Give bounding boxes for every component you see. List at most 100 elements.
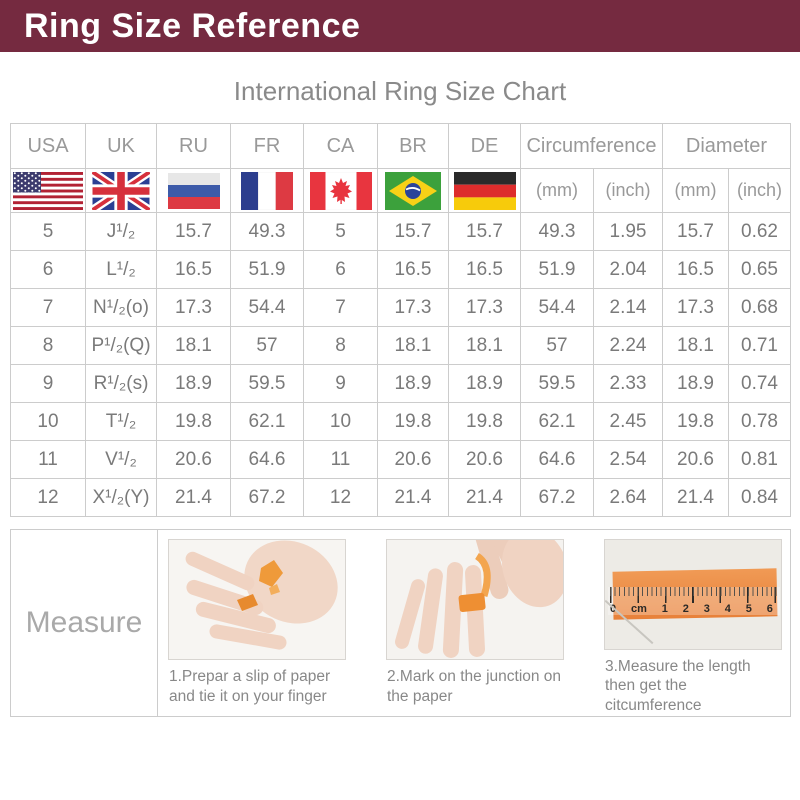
step3-caption: 3.Measure the length then get the citcum… [605, 657, 751, 715]
table-cell: 64.6 [231, 441, 304, 479]
measure-step-2: 2.Mark on the junction on the paper [386, 539, 564, 716]
table-cell: 19.8 [378, 403, 449, 441]
table-cell: 0.68 [729, 289, 791, 327]
measure-label: Measure [25, 606, 143, 639]
table-cell: 57 [231, 327, 304, 365]
table-cell: 51.9 [521, 251, 594, 289]
ruler-number: 6 [766, 603, 773, 615]
col-header-circumference: Circumference [521, 124, 663, 169]
measure-steps: 1.Prepar a slip of paper and tie it on y… [158, 530, 790, 716]
table-cell: 17.3 [663, 289, 729, 327]
usa-flag-icon [11, 169, 86, 213]
table-cell: 62.1 [521, 403, 594, 441]
step1-caption: 1.Prepar a slip of paper and tie it on y… [169, 668, 331, 705]
measure-label-cell: Measure [11, 530, 158, 716]
table-cell: 6 [11, 251, 86, 289]
step2-caption: 2.Mark on the junction on the paper [387, 668, 562, 705]
table-cell: 16.5 [663, 251, 729, 289]
table-cell: 54.4 [521, 289, 594, 327]
unit-circumference-mm: (mm) [521, 169, 594, 213]
table-cell: 19.8 [663, 403, 729, 441]
ring-size-table: USA UK RU FR CA BR DE Circumference Diam… [10, 123, 791, 517]
russia-flag-icon [157, 169, 231, 213]
table-cell: 17.3 [378, 289, 449, 327]
finger-wrap-photo [168, 539, 346, 660]
table-cell: 49.3 [231, 213, 304, 251]
ruler-number: 5 [745, 603, 752, 615]
table-cell: 54.4 [231, 289, 304, 327]
table-cell: R¹/₂(s) [86, 365, 157, 403]
table-cell: 18.1 [157, 327, 231, 365]
table-cell: 19.8 [157, 403, 231, 441]
table-cell: 20.6 [378, 441, 449, 479]
table-cell: T¹/₂ [86, 403, 157, 441]
table-cell: 15.7 [663, 213, 729, 251]
brazil-flag-icon [378, 169, 449, 213]
ruler-number: 1 [661, 603, 668, 615]
table-cell: 11 [304, 441, 378, 479]
table-cell: 16.5 [449, 251, 521, 289]
table-cell: 49.3 [521, 213, 594, 251]
table-cell: 2.24 [594, 327, 663, 365]
mark-junction-photo [386, 539, 564, 660]
table-cell: 15.7 [378, 213, 449, 251]
table-cell: 21.4 [378, 479, 449, 517]
table-cell: 0.81 [729, 441, 791, 479]
table-cell: 8 [11, 327, 86, 365]
table-cell: P¹/₂(Q) [86, 327, 157, 365]
page-title: Ring Size Reference [24, 7, 361, 45]
ruler-labels: 0cm123456 [610, 603, 773, 615]
table-cell: 0.74 [729, 365, 791, 403]
table-cell: 0.71 [729, 327, 791, 365]
col-header-ca: CA [304, 124, 378, 169]
col-header-uk: UK [86, 124, 157, 169]
table-cell: 12 [304, 479, 378, 517]
unit-circumference-inch: (inch) [594, 169, 663, 213]
col-header-usa: USA [11, 124, 86, 169]
table-cell: 0.65 [729, 251, 791, 289]
col-header-br: BR [378, 124, 449, 169]
table-cell: 7 [304, 289, 378, 327]
table-cell: 18.1 [663, 327, 729, 365]
table-cell: 10 [11, 403, 86, 441]
table-cell: 0.84 [729, 479, 791, 517]
unit-diameter-inch: (inch) [729, 169, 791, 213]
col-header-diameter: Diameter [663, 124, 791, 169]
header-banner: Ring Size Reference [0, 0, 800, 52]
table-cell: 19.8 [449, 403, 521, 441]
col-header-fr: FR [231, 124, 304, 169]
table-cell: 9 [11, 365, 86, 403]
ruler-icon [608, 587, 780, 615]
table-cell: 12 [11, 479, 86, 517]
ruler-measure-photo: 0cm123456 [604, 539, 782, 650]
table-cell: 2.14 [594, 289, 663, 327]
col-header-de: DE [449, 124, 521, 169]
measure-section: Measure 1. [10, 529, 791, 717]
table-cell: 18.9 [449, 365, 521, 403]
table-cell: 5 [11, 213, 86, 251]
uk-flag-icon [86, 169, 157, 213]
table-cell: 57 [521, 327, 594, 365]
table-cell: 7 [11, 289, 86, 327]
table-cell: X¹/₂(Y) [86, 479, 157, 517]
table-cell: 51.9 [231, 251, 304, 289]
table-cell: 62.1 [231, 403, 304, 441]
unit-diameter-mm: (mm) [663, 169, 729, 213]
table-cell: 2.54 [594, 441, 663, 479]
table-cell: 18.9 [663, 365, 729, 403]
table-cell: 10 [304, 403, 378, 441]
table-cell: 8 [304, 327, 378, 365]
ruler-number: 4 [724, 603, 731, 615]
table-cell: 20.6 [663, 441, 729, 479]
table-cell: 16.5 [378, 251, 449, 289]
ruler-number: cm [631, 603, 647, 615]
table-cell: 1.95 [594, 213, 663, 251]
table-cell: 18.9 [157, 365, 231, 403]
table-cell: 20.6 [449, 441, 521, 479]
table-cell: 64.6 [521, 441, 594, 479]
table-cell: 21.4 [157, 479, 231, 517]
table-cell: 21.4 [663, 479, 729, 517]
table-cell: 15.7 [157, 213, 231, 251]
table-cell: N¹/₂(o) [86, 289, 157, 327]
germany-flag-icon [449, 169, 521, 213]
